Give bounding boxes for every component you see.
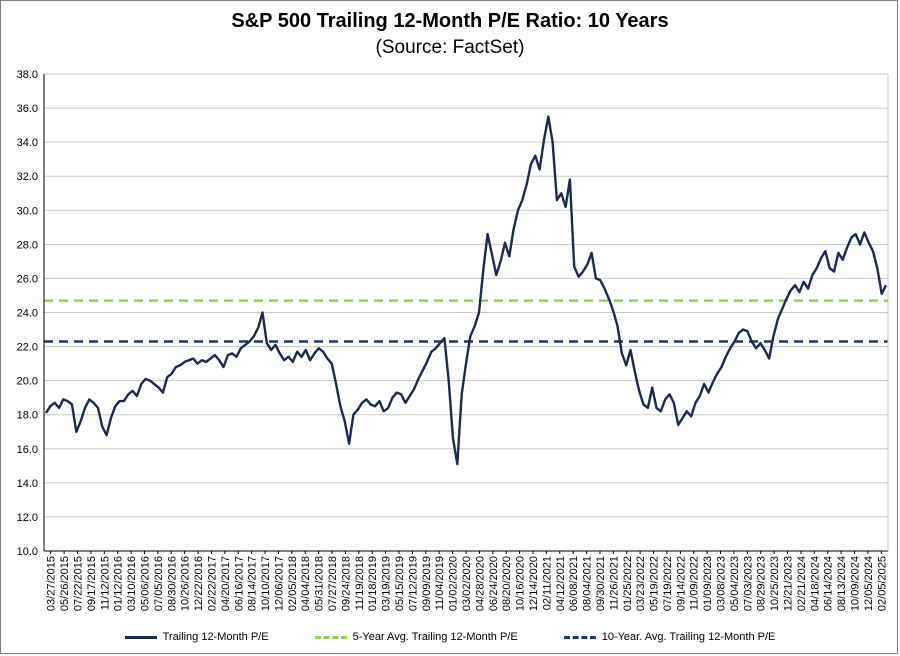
legend-swatch-trailing-pe <box>124 635 157 639</box>
x-tick-label: 12/22/2016 <box>193 556 205 611</box>
x-tick-label: 07/05/2016 <box>153 556 165 611</box>
x-tick-label: 05/06/2016 <box>139 556 151 611</box>
x-tick-label: 09/30/2021 <box>595 556 607 611</box>
x-tick-label: 01/09/2023 <box>702 556 714 611</box>
x-tick-label: 03/10/2016 <box>126 556 138 611</box>
x-tick-label: 12/06/2017 <box>273 556 285 611</box>
axes <box>43 74 889 552</box>
y-tick-label: 32.0 <box>17 171 38 183</box>
x-tick-label: 10/16/2020 <box>515 556 527 611</box>
y-tick-label: 24.0 <box>17 308 38 320</box>
legend-swatch-5yr-avg <box>314 635 347 639</box>
x-tick-label: 08/29/2023 <box>756 556 768 611</box>
x-tick-label: 11/04/2019 <box>434 556 446 610</box>
x-tick-label: 02/22/2017 <box>206 556 218 611</box>
x-tick-label: 08/04/2021 <box>582 556 594 611</box>
x-tick-label: 01/12/2016 <box>113 556 125 611</box>
x-tick-label: 04/20/2017 <box>220 556 232 611</box>
x-tick-label: 02/21/2024 <box>796 556 808 611</box>
y-tick-label: 34.0 <box>17 137 38 149</box>
y-tick-label: 20.0 <box>17 376 38 388</box>
x-tick-label: 03/08/2023 <box>716 556 728 611</box>
x-tick-label: 03/23/2022 <box>635 556 647 611</box>
x-tick-label: 10/10/2017 <box>260 556 272 611</box>
x-tick-label: 01/18/2019 <box>367 556 379 611</box>
y-tick-label: 38.0 <box>17 69 38 81</box>
x-tick-label: 05/19/2022 <box>649 556 661 611</box>
series-lines <box>44 115 888 466</box>
y-tick-label: 28.0 <box>17 239 38 251</box>
y-tick-label: 22.0 <box>17 342 38 354</box>
x-tick-label: 06/08/2021 <box>568 556 580 611</box>
x-tick-label: 06/16/2017 <box>233 556 245 611</box>
x-tick-label: 11/26/2021 <box>608 556 620 610</box>
legend-label-5yr-avg: 5-Year Avg. Trailing 12-Month P/E <box>352 631 518 643</box>
chart-title: S&P 500 Trailing 12-Month P/E Ratio: 10 … <box>231 10 669 32</box>
reference-lines <box>44 299 888 343</box>
x-tick-label: 07/12/2019 <box>407 556 419 611</box>
x-tick-label: 05/04/2023 <box>729 556 741 611</box>
y-tick-label: 12.0 <box>17 512 38 524</box>
x-tick-label: 06/14/2024 <box>823 556 835 611</box>
y-tick-label: 10.0 <box>17 546 38 558</box>
legend: Trailing 12-Month P/E 5-Year Avg. Traili… <box>0 628 900 646</box>
x-tick-label: 07/22/2015 <box>72 556 84 611</box>
legend-item-trailing-pe: Trailing 12-Month P/E <box>124 628 269 646</box>
x-tick-label: 09/14/2022 <box>675 556 687 611</box>
x-tick-label: 04/28/2020 <box>474 556 486 611</box>
x-tick-label: 01/25/2022 <box>622 556 634 611</box>
x-tick-label: 11/12/2015 <box>99 556 111 610</box>
legend-item-10yr-avg: 10-Year. Avg. Trailing 12-Month P/E <box>563 628 776 646</box>
x-tick-label: 08/30/2016 <box>166 556 178 611</box>
x-tick-label: 03/27/2015 <box>46 556 58 611</box>
x-tick-label: 11/09/2022 <box>689 556 701 610</box>
x-tick-label: 07/27/2018 <box>327 556 339 611</box>
x-tick-label: 09/24/2018 <box>340 556 352 611</box>
legend-swatch-10yr-avg <box>563 635 596 639</box>
y-tick-label: 14.0 <box>17 478 38 490</box>
y-tick-label: 36.0 <box>17 103 38 115</box>
x-tick-label: 04/04/2018 <box>300 556 312 611</box>
x-tick-label: 10/25/2023 <box>769 556 781 611</box>
x-tick-label: 01/02/2020 <box>448 556 460 611</box>
legend-item-5yr-avg: 5-Year Avg. Trailing 12-Month P/E <box>314 628 518 646</box>
y-axis-ticks: 10.0 12.0 14.0 16.0 18.0 20.0 22.0 24.0 26.0 28.0… <box>17 69 38 558</box>
x-tick-label: 07/03/2023 <box>742 556 754 611</box>
x-tick-label: 02/11/2021 <box>541 556 553 610</box>
x-tick-label: 10/26/2016 <box>180 556 192 611</box>
x-tick-label: 08/14/2017 <box>247 556 259 611</box>
x-tick-label: 10/09/2024 <box>850 556 862 611</box>
x-tick-label: 12/14/2020 <box>528 556 540 611</box>
chart-subtitle: (Source: FactSet) <box>375 37 525 58</box>
legend-label-trailing-pe: Trailing 12-Month P/E <box>162 631 269 643</box>
x-tick-label: 07/19/2022 <box>662 556 674 611</box>
x-tick-label: 03/19/2019 <box>381 556 393 611</box>
y-tick-label: 30.0 <box>17 205 38 217</box>
x-tick-label: 05/26/2015 <box>59 556 71 611</box>
x-tick-label: 04/12/2021 <box>555 556 567 611</box>
x-tick-label: 09/17/2015 <box>86 556 98 611</box>
x-axis-ticks: 03/27/2015 05/26/2015 07/22/2015 09/17/2015… <box>46 551 888 611</box>
x-tick-label: 03/02/2020 <box>461 556 473 611</box>
x-tick-label: 04/18/2024 <box>809 556 821 611</box>
x-tick-label: 05/15/2019 <box>394 556 406 611</box>
series-line-trailing-pe <box>44 115 888 466</box>
x-tick-label: 11/19/2018 <box>354 556 366 610</box>
x-tick-label: 08/13/2024 <box>836 556 848 611</box>
x-tick-label: 02/05/2018 <box>287 556 299 611</box>
x-tick-label: 09/09/2019 <box>421 556 433 611</box>
x-tick-label: 08/20/2020 <box>501 556 513 611</box>
y-tick-label: 26.0 <box>17 273 38 285</box>
x-tick-label: 12/05/2024 <box>863 556 875 611</box>
y-tick-label: 18.0 <box>17 410 38 422</box>
x-tick-label: 02/05/2025 <box>876 556 888 611</box>
x-tick-label: 12/21/2023 <box>783 556 795 611</box>
gridlines <box>44 73 888 552</box>
x-tick-label: 05/31/2018 <box>314 556 326 611</box>
legend-label-10yr-avg: 10-Year. Avg. Trailing 12-Month P/E <box>601 631 776 643</box>
x-tick-label: 06/24/2020 <box>488 556 500 611</box>
y-tick-label: 16.0 <box>17 444 38 456</box>
